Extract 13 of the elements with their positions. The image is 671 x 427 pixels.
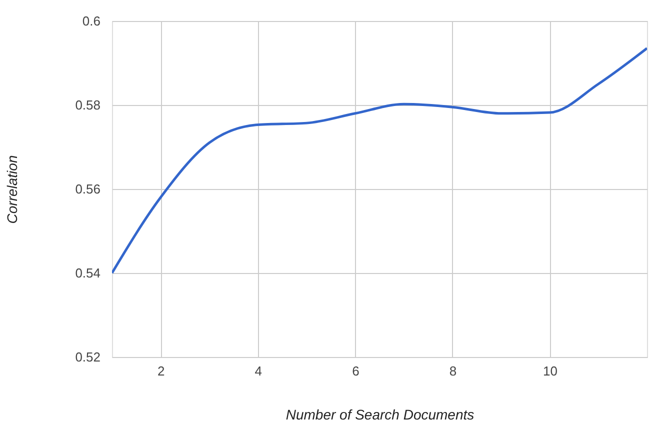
x-tick-label: 2 xyxy=(158,364,165,378)
x-tick-label: 10 xyxy=(542,364,558,378)
x-tick-label: 8 xyxy=(449,364,457,378)
x-axis-title: Number of Search Documents xyxy=(286,406,474,422)
y-axis-title: Correlation xyxy=(4,155,20,224)
y-tick-label: 0.56 xyxy=(75,182,100,196)
y-tick-label: 0.6 xyxy=(82,14,100,28)
y-tick-label: 0.58 xyxy=(75,98,100,112)
y-tick-label: 0.54 xyxy=(75,266,100,280)
line-series xyxy=(112,47,647,274)
x-tick-label: 6 xyxy=(352,364,360,378)
y-tick-label: 0.52 xyxy=(75,350,100,364)
x-tick-label: 4 xyxy=(254,364,262,378)
